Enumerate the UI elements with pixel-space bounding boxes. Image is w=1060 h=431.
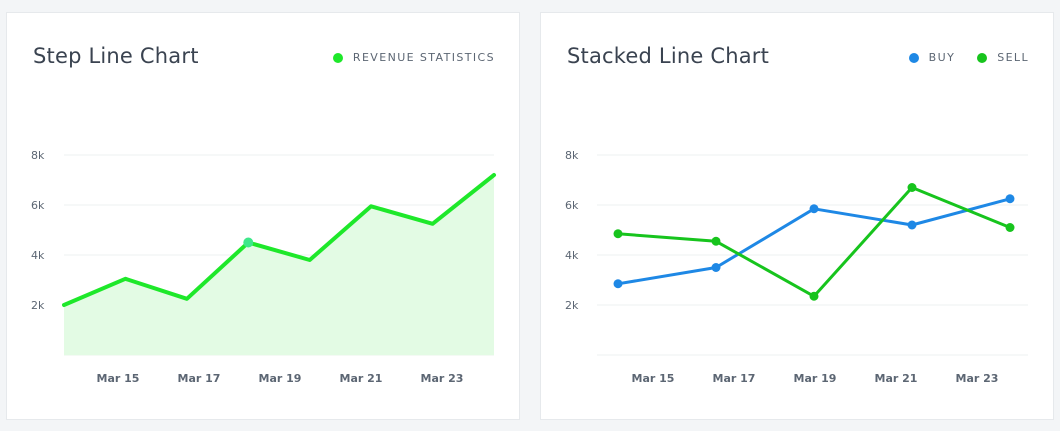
x-tick-label: Mar 21 [340,372,383,385]
legend-dot-icon [977,52,988,63]
x-tick-label: Mar 17 [178,372,221,385]
data-point-buy [1005,194,1015,204]
legend-dot-icon [908,52,919,63]
legend-label: BUY [928,51,956,64]
legend-label: SELL [997,51,1029,64]
chart-title: Stacked Line Chart [567,44,770,68]
data-point-buy [711,263,721,272]
chart-legend: REVENUE STATISTICS [332,51,495,64]
data-point-sell [613,229,623,239]
x-tick-label: Mar 15 [97,372,140,385]
legend-item-buy[interactable]: BUY [908,51,956,64]
step-line-chart-plot: 2k 4k 6k 8k Mar 15 Mar 17 Mar 19 Mar 21 Mar 23 [31,149,496,385]
legend-label: REVENUE STATISTICS [352,51,495,64]
chart-title: Step Line Chart [33,44,199,68]
stacked-line-chart-card: Stacked Line Chart BUY SELL 2k 4k 6k 8k Mar … [540,12,1054,420]
x-tick-label: Mar 17 [713,372,756,385]
y-tick-label: 6k [31,199,45,212]
data-point-buy [613,279,623,289]
series-line-revenue-statistics [62,173,496,307]
y-tick-label: 4k [565,249,579,262]
y-tick-label: 4k [31,249,45,262]
x-tick-label: Mar 15 [632,372,675,385]
x-tick-label: Mar 19 [259,372,302,385]
data-point-sell [711,236,721,246]
y-tick-label: 2k [31,299,45,312]
y-tick-label: 8k [565,149,579,162]
legend-item-revenue-statistics[interactable]: REVENUE STATISTICS [332,51,495,64]
x-tick-label: Mar 21 [875,372,918,385]
series-area [64,175,494,355]
series-line-sell [617,186,1011,298]
y-tick-label: 2k [565,299,579,312]
stacked-line-chart-plot: 2k 4k 6k 8k Mar 15 Mar 17 Mar 19 Mar 21 Mar 23 [565,149,1028,385]
data-point-buy [907,220,917,230]
x-tick-label: Mar 23 [421,372,464,385]
x-tick-label: Mar 23 [956,372,999,385]
y-tick-label: 8k [31,149,45,162]
data-point-sell [809,291,819,301]
step-line-chart-card: Step Line Chart REVENUE STATISTICS 2k 4k 6… [6,12,520,420]
chart-legend: BUY SELL [908,51,1029,64]
data-point-buy [809,204,819,214]
legend-item-sell[interactable]: SELL [977,51,1029,64]
data-point-sell [1005,223,1015,232]
highlighted-data-point [243,237,254,248]
legend-dot-icon [332,52,343,63]
y-tick-label: 6k [565,199,579,212]
x-tick-label: Mar 19 [794,372,837,385]
data-point-sell [907,183,917,192]
